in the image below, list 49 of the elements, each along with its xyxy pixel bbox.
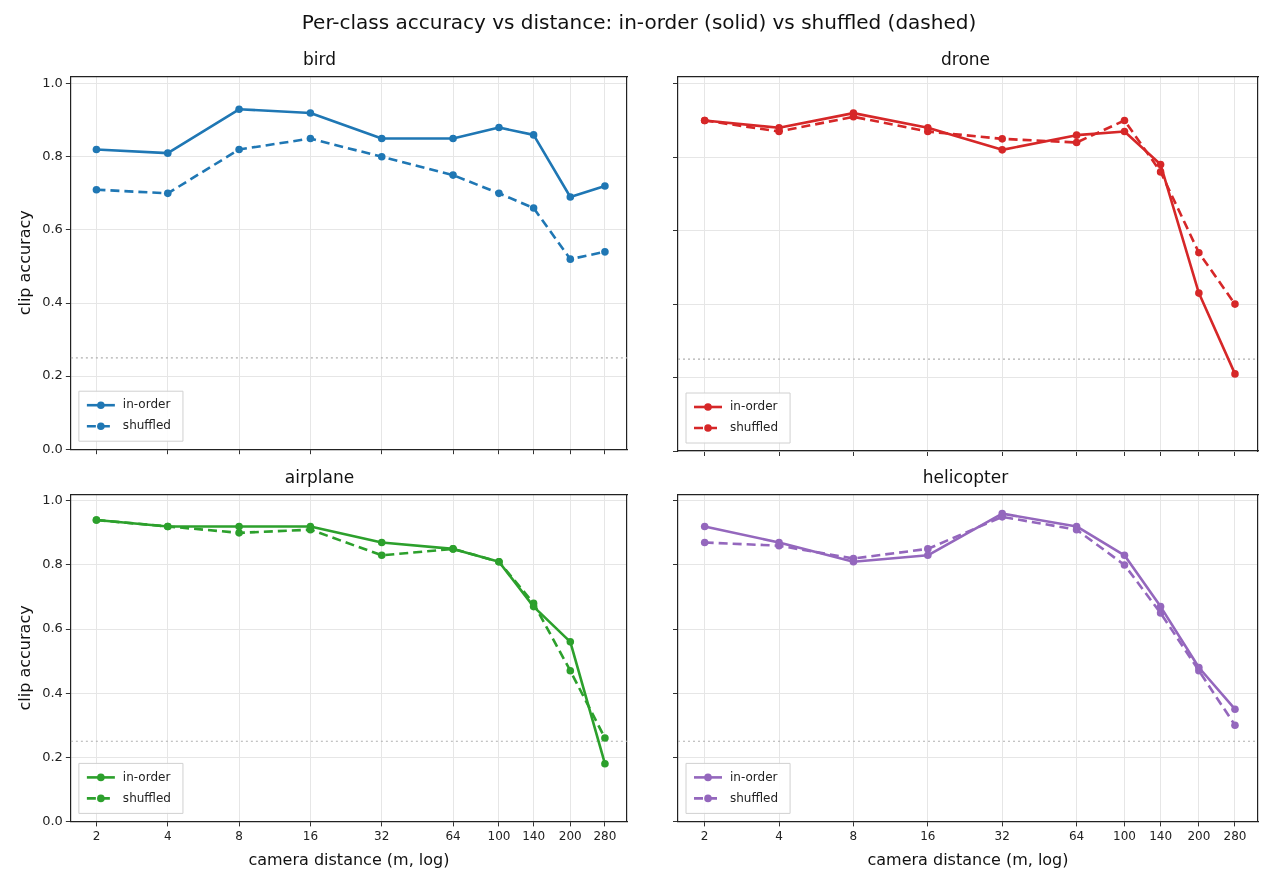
x-tick-label: 100 xyxy=(1113,828,1136,843)
x-tick-label: 100 xyxy=(487,828,511,843)
x-tick-label: 140 xyxy=(1149,828,1173,843)
x-tick-label: 64 xyxy=(1068,828,1085,843)
x-tick-label: 140 xyxy=(522,828,546,843)
legend-label: shuffled xyxy=(122,790,171,805)
y-tick-label: 0.8 xyxy=(42,556,63,572)
y-tick-label: 0.4 xyxy=(42,294,63,310)
x-tick-label: 280 xyxy=(593,828,617,843)
legend-label: in-order xyxy=(730,399,778,414)
x-axis-title: camera distance (m, log) xyxy=(248,849,450,869)
x-tick-label: 32 xyxy=(994,828,1010,843)
y-tick-label: 0.2 xyxy=(42,367,63,383)
legend-label: shuffled xyxy=(730,790,779,805)
legend-label: shuffled xyxy=(730,420,779,435)
text: Per-class accuracy vs distance: in-order (solid) vs shuffled (dashed) xyxy=(300,9,978,36)
chart-title: drone xyxy=(940,48,991,69)
y-tick-label: 1.0 xyxy=(42,75,63,91)
x-tick-label: 16 xyxy=(302,828,319,843)
chart-title: airplane xyxy=(284,466,355,487)
legend-label: in-order xyxy=(122,769,171,784)
legend-label: shuffled xyxy=(122,418,171,433)
chart-title: helicopter xyxy=(922,466,1009,487)
x-tick-label: 64 xyxy=(445,828,461,843)
x-tick-label: 280 xyxy=(1223,828,1247,843)
y-tick-label: 1.0 xyxy=(42,492,63,508)
x-tick-label: 16 xyxy=(920,828,936,843)
x-tick-label: 8 xyxy=(849,828,858,843)
legend-label: in-order xyxy=(122,397,171,412)
x-tick-label: 2 xyxy=(92,828,101,843)
y-tick-label: 0.8 xyxy=(42,148,63,164)
x-tick-label: 8 xyxy=(235,828,243,843)
y-axis-title: clip accuracy xyxy=(14,605,34,711)
y-tick-label: 0.0 xyxy=(42,812,63,828)
x-axis-title: camera distance (m, log) xyxy=(867,849,1069,869)
x-tick-label: 32 xyxy=(374,828,390,843)
x-tick-label: 200 xyxy=(558,828,582,843)
y-tick-label: 0.0 xyxy=(42,440,63,456)
y-tick-label: 0.6 xyxy=(42,620,63,636)
y-tick-label: 0.2 xyxy=(42,748,63,764)
chart-title: bird xyxy=(303,48,336,69)
legend-label: in-order xyxy=(730,769,778,784)
x-tick-label: 200 xyxy=(1187,828,1211,843)
y-tick-label: 0.4 xyxy=(42,684,63,700)
x-tick-label: 4 xyxy=(775,828,783,843)
y-tick-label: 0.6 xyxy=(42,221,63,237)
x-tick-label: 4 xyxy=(163,828,172,843)
y-axis-title: clip accuracy xyxy=(14,210,34,316)
x-tick-label: 2 xyxy=(700,828,709,843)
